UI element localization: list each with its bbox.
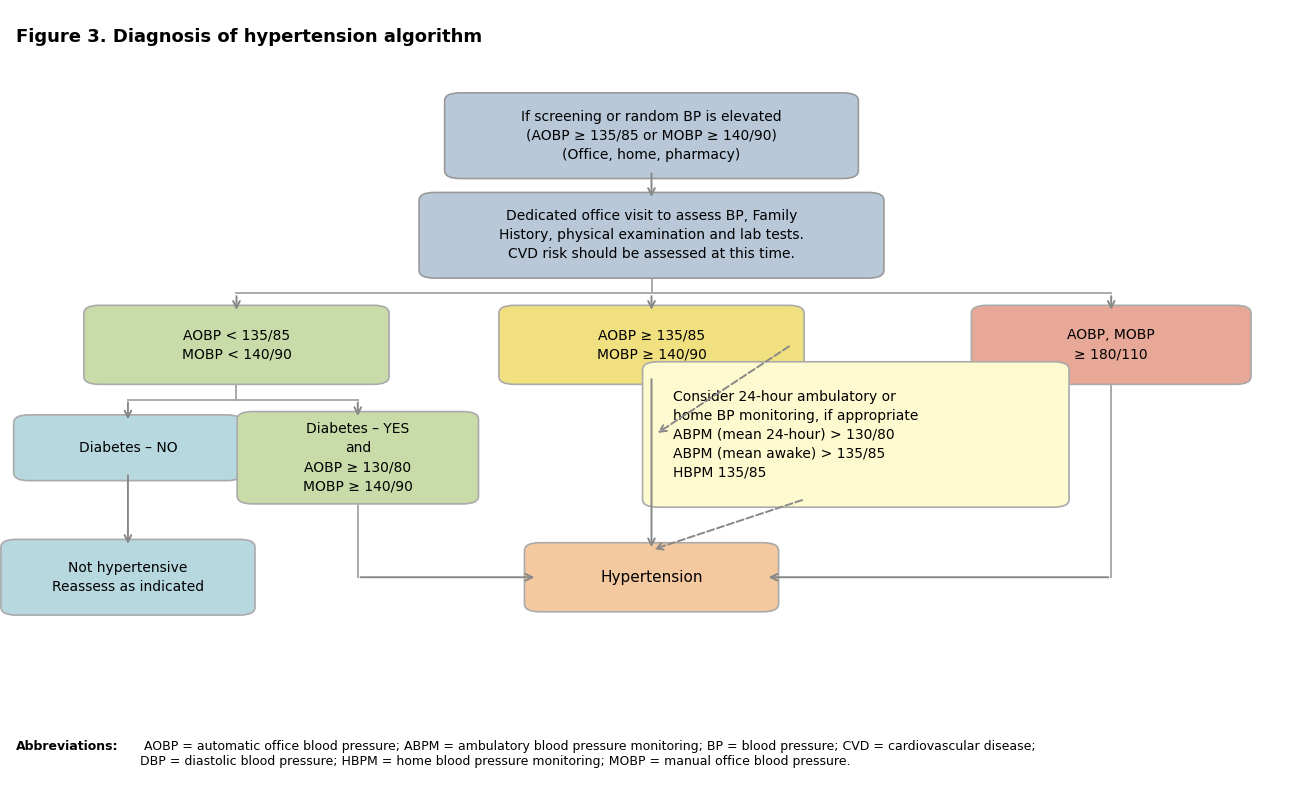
Text: Consider 24-hour ambulatory or
home BP monitoring, if appropriate
ABPM (mean 24-: Consider 24-hour ambulatory or home BP m… bbox=[674, 390, 919, 479]
Text: If screening or random BP is elevated
(AOBP ≥ 135/85 or MOBP ≥ 140/90)
(Office, : If screening or random BP is elevated (A… bbox=[521, 110, 782, 162]
FancyBboxPatch shape bbox=[237, 411, 478, 504]
Text: AOBP < 135/85
MOBP < 140/90: AOBP < 135/85 MOBP < 140/90 bbox=[181, 328, 292, 362]
FancyBboxPatch shape bbox=[971, 306, 1251, 384]
FancyBboxPatch shape bbox=[444, 93, 859, 178]
FancyBboxPatch shape bbox=[524, 542, 779, 612]
Text: Not hypertensive
Reassess as indicated: Not hypertensive Reassess as indicated bbox=[52, 561, 205, 594]
Text: Dedicated office visit to assess BP, Family
History, physical examination and la: Dedicated office visit to assess BP, Fam… bbox=[499, 210, 804, 262]
Text: Abbreviations: AOBP = automatic office blood pressure; ABPM = ambulatory blood p: Abbreviations: AOBP = automatic office b… bbox=[16, 740, 1002, 768]
Text: Diabetes – YES
and
AOBP ≥ 130/80
MOBP ≥ 140/90: Diabetes – YES and AOBP ≥ 130/80 MOBP ≥ … bbox=[302, 422, 413, 493]
Text: Hypertension: Hypertension bbox=[601, 570, 702, 585]
Text: AOBP ≥ 135/85
MOBP ≥ 140/90: AOBP ≥ 135/85 MOBP ≥ 140/90 bbox=[597, 328, 706, 362]
FancyBboxPatch shape bbox=[83, 306, 390, 384]
FancyBboxPatch shape bbox=[499, 306, 804, 384]
FancyBboxPatch shape bbox=[13, 415, 242, 481]
FancyBboxPatch shape bbox=[420, 193, 883, 278]
Text: Figure 3. Diagnosis of hypertension algorithm: Figure 3. Diagnosis of hypertension algo… bbox=[16, 28, 482, 46]
Text: AOBP = automatic office blood pressure; ABPM = ambulatory blood pressure monitor: AOBP = automatic office blood pressure; … bbox=[139, 740, 1036, 768]
FancyBboxPatch shape bbox=[1, 539, 255, 615]
Text: AOBP, MOBP
≥ 180/110: AOBP, MOBP ≥ 180/110 bbox=[1067, 328, 1154, 362]
Text: Abbreviations:: Abbreviations: bbox=[16, 740, 119, 753]
FancyBboxPatch shape bbox=[642, 362, 1068, 507]
Text: Diabetes – NO: Diabetes – NO bbox=[78, 441, 177, 454]
